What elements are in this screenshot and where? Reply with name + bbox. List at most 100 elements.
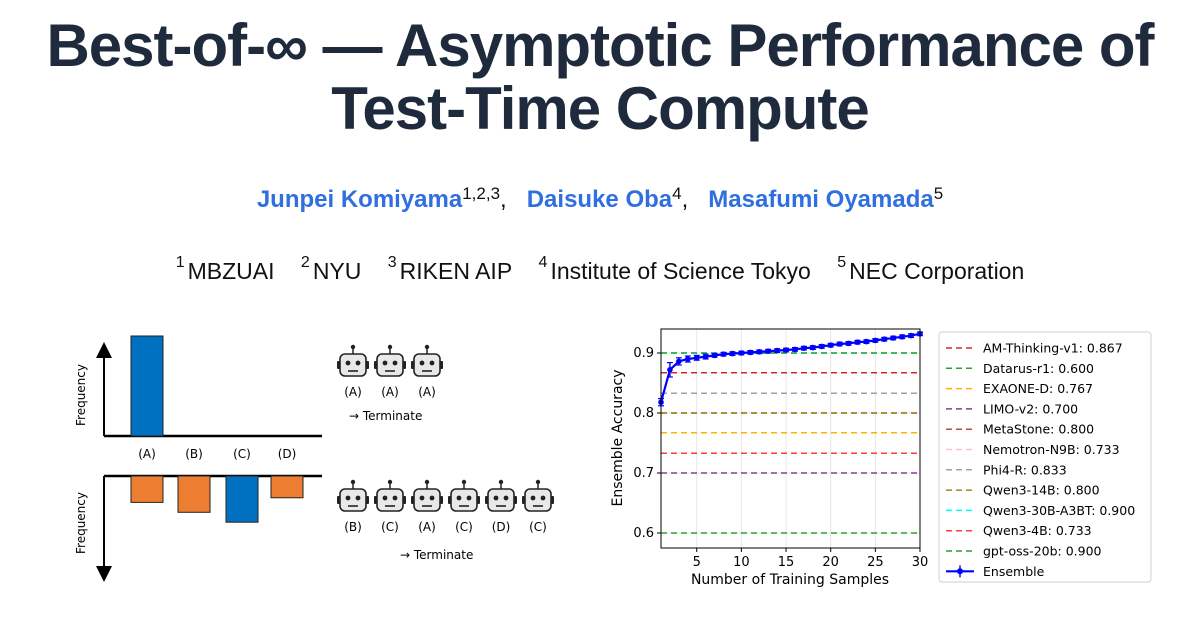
data-point (676, 358, 682, 365)
data-point (863, 338, 870, 345)
legend-label: Phi4-R: 0.833 (983, 462, 1067, 477)
data-point (684, 356, 691, 362)
title-line-2: Test-Time Compute (331, 75, 870, 142)
affiliation-number: 1 (175, 254, 185, 271)
legend-label: Qwen3-4B: 0.733 (983, 523, 1092, 538)
title-line-1: Best-of-∞ — Asymptotic Performance of (46, 12, 1154, 79)
author-name[interactable]: Masafumi Oyamada (708, 186, 934, 213)
legend-label: EXAONE-D: 0.767 (983, 381, 1093, 396)
x-axis-label: Number of Training Samples (691, 572, 889, 588)
legend-label: Ensemble (983, 564, 1045, 579)
bottom-ylabel: Frequency (74, 492, 88, 554)
bottom-bar (130, 475, 164, 503)
data-point (881, 336, 888, 342)
legend-label: Datarus-r1: 0.600 (983, 361, 1094, 376)
bottom-bar (225, 475, 259, 523)
robot: (C) (447, 478, 481, 534)
ensemble-accuracy-chart: 5 10 15 20 25 30 0.6 0.7 0.8 0.9 Number of Train… (610, 328, 1152, 588)
data-point (667, 367, 673, 373)
data-point (693, 355, 700, 361)
x-tick-label: 15 (778, 555, 795, 570)
legend-item: EXAONE-D: 0.767 (946, 381, 1093, 396)
robot-answer-label: (C) (455, 520, 473, 534)
legend-swatch-marker (957, 568, 963, 575)
affiliation-number: 4 (538, 254, 548, 271)
author[interactable]: Daisuke Oba4, (526, 184, 689, 213)
affiliation-list: 1 MBZUAI 2 NYU 3 RIKEN AIP 4 Institute of Sc… (0, 254, 1200, 285)
robot-icon (336, 478, 370, 512)
robot: (D) (484, 478, 518, 534)
plot-frame (660, 328, 921, 549)
author[interactable]: Junpei Komiyama1,2,3, (256, 184, 507, 213)
category-label: (B) (185, 447, 203, 461)
data-point (729, 350, 736, 357)
robot-answer-label: (B) (344, 520, 362, 534)
legend-item: MetaStone: 0.800 (946, 422, 1094, 437)
legend-item: Ensemble (946, 564, 1045, 579)
legend-label: Nemotron-N9B: 0.733 (983, 442, 1120, 457)
affiliation: 3 RIKEN AIP (388, 254, 513, 284)
affiliation-number: 3 (387, 254, 397, 271)
x-tick-label: 20 (822, 555, 839, 570)
affiliation-name: NEC Corporation (849, 258, 1025, 284)
data-point (908, 332, 914, 339)
affiliation-number: 2 (300, 254, 310, 271)
robot-icon (410, 478, 444, 512)
top-bar (130, 335, 164, 437)
legend-label: LIMO-v2: 0.700 (983, 401, 1078, 416)
bottom-terminate-label: → Terminate (400, 548, 473, 562)
ensemble-line (659, 332, 921, 403)
x-tick-label: 25 (867, 555, 884, 570)
category-label: (C) (233, 447, 251, 461)
robot-icon (484, 478, 518, 512)
author-separator: , (500, 186, 507, 213)
robot-icon (373, 343, 407, 377)
robot-icon (447, 478, 481, 512)
affiliation-number: 5 (837, 254, 847, 271)
x-tick-label: 10 (733, 555, 750, 570)
robot: (B) (336, 478, 370, 534)
legend-item: Nemotron-N9B: 0.733 (946, 442, 1120, 457)
x-tick-label: 30 (912, 555, 929, 570)
data-point (783, 347, 789, 353)
data-point (801, 345, 807, 351)
author-affiliation-marker: 4 (672, 184, 682, 203)
author[interactable]: Masafumi Oyamada5 (708, 184, 943, 213)
legend-item: Phi4-R: 0.833 (946, 462, 1067, 477)
data-point (756, 349, 763, 355)
data-point (738, 350, 745, 356)
robot: (C) (521, 478, 555, 534)
affiliation-name: Institute of Science Tokyo (550, 258, 811, 284)
author-name[interactable]: Junpei Komiyama (256, 186, 463, 213)
robot: (A) (336, 343, 370, 399)
y-axis-label: Ensemble Accuracy (610, 369, 626, 506)
bottom-bar (270, 475, 304, 499)
y-tick-label: 0.8 (633, 406, 654, 421)
robot-answer-label: (A) (344, 385, 362, 399)
legend-item: Qwen3-14B: 0.800 (946, 483, 1100, 498)
data-point (899, 334, 905, 340)
robot-icon (410, 343, 444, 377)
author-name[interactable]: Daisuke Oba (526, 186, 673, 213)
affiliation-name: RIKEN AIP (399, 258, 513, 284)
y-tick-label: 0.7 (633, 466, 654, 481)
robot-icon (336, 343, 370, 377)
legend-label: Qwen3-14B: 0.800 (983, 483, 1100, 498)
data-point (810, 344, 816, 351)
legend-label: AM-Thinking-v1: 0.867 (983, 341, 1123, 356)
affiliation: 4 Institute of Science Tokyo (539, 254, 811, 284)
legend-item: Qwen3-30B-A3BT: 0.900 (946, 503, 1135, 518)
data-point (711, 352, 718, 359)
data-point (872, 337, 879, 344)
affiliation: 2 NYU (301, 254, 362, 284)
data-point (747, 349, 754, 356)
data-point (702, 353, 709, 360)
legend-item: gpt-oss-20b: 0.900 (946, 544, 1102, 559)
data-point (765, 348, 771, 354)
data-point (890, 335, 897, 341)
affiliation-name: NYU (312, 258, 362, 284)
top-terminate-label: → Terminate (349, 409, 422, 423)
robot-answer-label: (D) (492, 520, 511, 534)
data-point (792, 346, 798, 353)
affiliation: 1 MBZUAI (176, 254, 275, 284)
